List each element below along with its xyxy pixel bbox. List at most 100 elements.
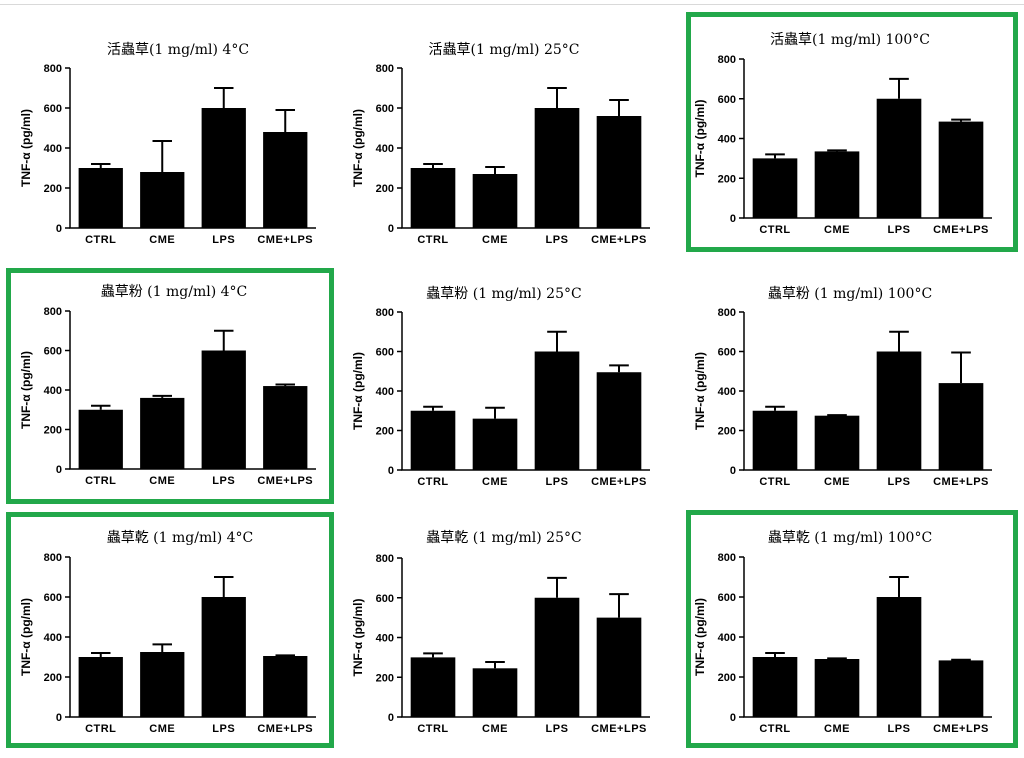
- bar-chart: 蟲草乾 (1 mg/ml) 4°C TNF-α (pg/ml) 0 200 400 600…: [19, 530, 316, 735]
- y-axis-label: TNF-α (pg/ml): [693, 99, 707, 177]
- chart-panel: 活蟲草(1 mg/ml) 100°C TNF-α (pg/ml) 0 200 400 60…: [686, 12, 1018, 252]
- y-tick-label: 0: [56, 223, 62, 235]
- x-tick-label: CME+LPS: [257, 234, 313, 246]
- bar-chart: 蟲草乾 (1 mg/ml) 100°C TNF-α (pg/ml) 0 200 400 6…: [693, 530, 992, 735]
- x-tick-label: CME: [482, 476, 508, 488]
- y-tick-label: 0: [388, 712, 394, 724]
- x-tick-label: LPS: [212, 723, 235, 735]
- bar-cme: [814, 415, 860, 470]
- bar-cme: [140, 172, 185, 228]
- chart-title: 蟲草粉 (1 mg/ml) 4°C: [101, 284, 248, 300]
- y-tick-label: 600: [44, 103, 62, 115]
- bar-ctrl: [410, 168, 456, 228]
- y-axis-label: TNF-α (pg/ml): [19, 109, 33, 187]
- x-tick-label: LPS: [546, 723, 569, 735]
- bar-cme: [140, 397, 185, 469]
- bar-cme-plus-lps: [938, 383, 984, 470]
- bar-lps: [201, 350, 246, 469]
- y-tick-label: 400: [718, 386, 736, 398]
- y-axis-label: TNF-α (pg/ml): [693, 352, 707, 430]
- x-tick-label: LPS: [888, 224, 911, 236]
- y-tick-label: 200: [718, 426, 736, 438]
- y-tick-label: 400: [376, 143, 394, 155]
- x-tick-label: LPS: [546, 234, 569, 246]
- y-tick-label: 400: [44, 385, 62, 397]
- y-tick-label: 200: [44, 425, 62, 437]
- bar-ctrl: [410, 410, 456, 470]
- bar-cme: [472, 668, 518, 717]
- y-tick-label: 0: [730, 465, 736, 477]
- y-tick-label: 0: [388, 223, 394, 235]
- bar-cme-plus-lps: [596, 116, 642, 228]
- bar-lps: [534, 108, 580, 228]
- x-tick-label: CME+LPS: [591, 723, 647, 735]
- bar-lps: [534, 597, 580, 717]
- x-tick-label: LPS: [212, 234, 235, 246]
- bar-cme-plus-lps: [263, 132, 308, 228]
- y-tick-label: 400: [718, 632, 736, 644]
- y-tick-label: 800: [44, 552, 62, 564]
- chart-title: 蟲草乾 (1 mg/ml) 25°C: [426, 530, 581, 546]
- bar-lps: [876, 351, 922, 470]
- y-tick-label: 200: [44, 183, 62, 195]
- y-tick-label: 600: [376, 593, 394, 605]
- y-tick-label: 200: [376, 672, 394, 684]
- y-tick-label: 600: [718, 347, 736, 359]
- y-axis-label: TNF-α (pg/ml): [19, 598, 33, 676]
- bar-lps: [534, 351, 580, 470]
- y-tick-label: 0: [388, 465, 394, 477]
- y-tick-label: 200: [718, 672, 736, 684]
- x-tick-label: CME: [824, 723, 850, 735]
- x-tick-label: CME: [149, 475, 175, 487]
- y-tick-label: 400: [44, 143, 62, 155]
- y-tick-label: 400: [376, 633, 394, 645]
- y-tick-label: 800: [376, 63, 394, 75]
- y-tick-label: 600: [718, 94, 736, 106]
- x-tick-label: LPS: [212, 475, 235, 487]
- y-axis-label: TNF-α (pg/ml): [351, 109, 365, 187]
- bar-chart: 活蟲草(1 mg/ml) 4°C TNF-α (pg/ml) 0 200 400 600 8…: [19, 42, 316, 246]
- x-tick-label: LPS: [546, 476, 569, 488]
- bar-ctrl: [752, 158, 798, 218]
- y-axis-label: TNF-α (pg/ml): [693, 598, 707, 676]
- bar-chart: 蟲草粉 (1 mg/ml) 25°C TNF-α (pg/ml) 0 200 400 60…: [351, 286, 650, 488]
- bar-lps: [876, 98, 922, 218]
- x-tick-label: CME: [149, 723, 175, 735]
- bar-cme: [140, 652, 185, 717]
- chart-title: 蟲草乾 (1 mg/ml) 4°C: [107, 530, 254, 546]
- x-tick-label: CTRL: [417, 723, 448, 735]
- x-tick-label: CTRL: [759, 476, 790, 488]
- bar-chart: 活蟲草(1 mg/ml) 25°C TNF-α (pg/ml) 0 200 400 600…: [351, 42, 650, 246]
- y-tick-label: 200: [718, 173, 736, 185]
- x-tick-label: CME: [482, 723, 508, 735]
- chart-panel: 蟲草乾 (1 mg/ml) 100°C TNF-α (pg/ml) 0 200 400 6…: [686, 510, 1018, 748]
- bar-cme: [472, 174, 518, 228]
- y-axis-label: TNF-α (pg/ml): [19, 351, 33, 429]
- bar-ctrl: [410, 657, 456, 717]
- y-axis-label: TNF-α (pg/ml): [351, 598, 365, 676]
- chart-panel: 活蟲草(1 mg/ml) 25°C TNF-α (pg/ml) 0 200 400 600…: [340, 6, 682, 258]
- x-tick-label: CME: [482, 234, 508, 246]
- chart-panel: 蟲草乾 (1 mg/ml) 4°C TNF-α (pg/ml) 0 200 400 600…: [6, 512, 334, 748]
- x-tick-label: CME+LPS: [591, 476, 647, 488]
- chart-title: 蟲草乾 (1 mg/ml) 100°C: [768, 530, 932, 546]
- bar-ctrl: [752, 410, 798, 470]
- y-tick-label: 800: [44, 63, 62, 75]
- bar-cme-plus-lps: [938, 121, 984, 218]
- chart-panel: 蟲草粉 (1 mg/ml) 100°C TNF-α (pg/ml) 0 200 400 6…: [686, 268, 1018, 510]
- x-tick-label: CTRL: [85, 723, 116, 735]
- y-tick-label: 600: [376, 103, 394, 115]
- chart-title: 活蟲草(1 mg/ml) 4°C: [107, 42, 249, 58]
- x-tick-label: CME: [149, 234, 175, 246]
- x-tick-label: CME+LPS: [933, 224, 989, 236]
- x-tick-label: CME: [824, 224, 850, 236]
- bar-cme-plus-lps: [263, 656, 308, 717]
- bar-ctrl: [78, 657, 123, 717]
- x-tick-label: CME+LPS: [257, 475, 313, 487]
- y-tick-label: 800: [376, 307, 394, 319]
- x-tick-label: CTRL: [417, 234, 448, 246]
- y-tick-label: 600: [376, 347, 394, 359]
- x-tick-label: LPS: [888, 476, 911, 488]
- bar-chart: 蟲草粉 (1 mg/ml) 4°C TNF-α (pg/ml) 0 200 400 600…: [19, 284, 316, 487]
